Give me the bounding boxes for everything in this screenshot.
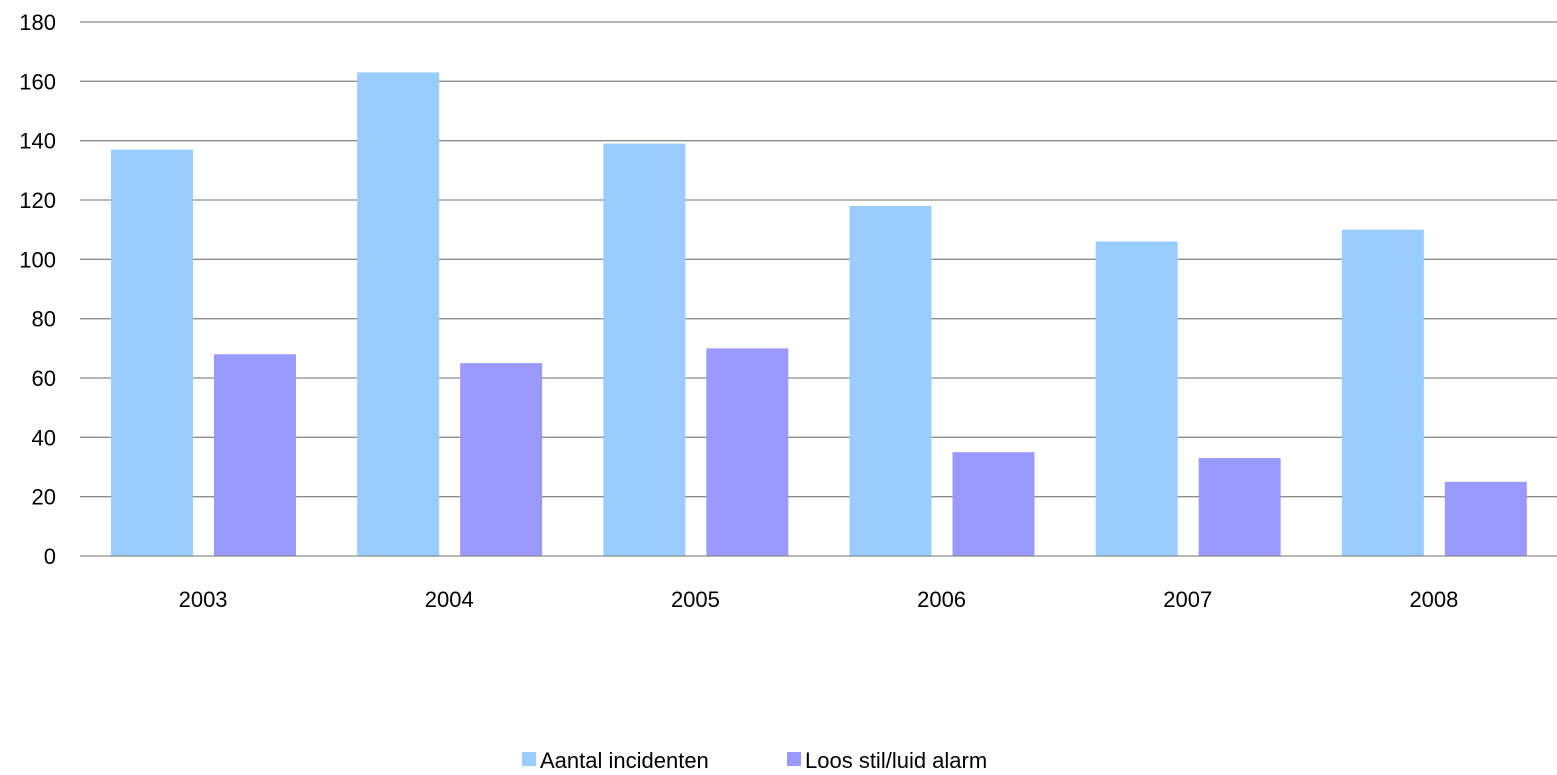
x-tick-label: 2004 [425,587,474,612]
legend: Aantal incidenten Loos stil/luid alarm [522,748,987,773]
y-tick-label: 140 [19,129,56,154]
bar-loos-alarm [706,348,789,556]
y-tick-label: 60 [32,366,56,391]
legend-swatch [787,752,801,766]
bar-loos-alarm [952,452,1035,556]
y-tick-label: 40 [32,425,56,450]
x-tick-label: 2008 [1409,587,1458,612]
y-tick-label: 180 [19,10,56,35]
y-tick-label: 160 [19,69,56,94]
x-tick-label: 2006 [917,587,966,612]
bar-aantal-incidenten [603,143,686,556]
x-tick-label: 2007 [1163,587,1212,612]
y-tick-label: 120 [19,188,56,213]
legend-label: Aantal incidenten [540,748,709,773]
bar-loos-alarm [1444,481,1527,556]
bar-aantal-incidenten [111,149,193,557]
y-tick-label: 0 [44,544,56,569]
legend-label: Loos stil/luid alarm [805,748,987,773]
bar-aantal-incidenten [1341,229,1424,556]
x-tick-label: 2005 [671,587,720,612]
bar-loos-alarm [214,354,296,556]
x-tick-label: 2003 [179,587,228,612]
x-axis-labels: 2003 2004 2005 2006 2007 2008 [179,587,1459,612]
y-tick-label: 100 [19,247,56,272]
bar-loos-alarm [1198,458,1281,556]
bar-aantal-incidenten [1095,241,1178,557]
bar-aantal-incidenten [849,205,932,556]
legend-swatch [522,752,536,766]
bar-loos-alarm [460,363,543,556]
y-tick-label: 80 [32,307,56,332]
bar-aantal-incidenten [357,72,440,556]
y-axis-ticks: 0 20 40 60 80 100 120 140 160 180 [19,10,56,569]
bars [111,72,1527,557]
y-tick-label: 20 [32,485,56,510]
gridlines [80,21,1557,498]
